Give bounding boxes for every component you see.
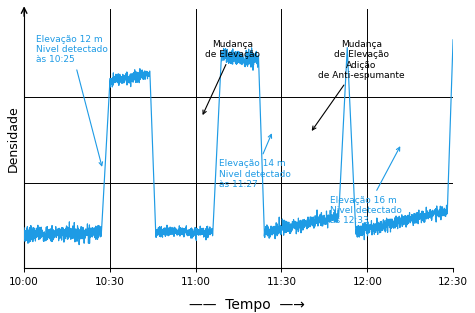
Y-axis label: Densidade: Densidade (7, 105, 20, 172)
Text: Mudança
de Elevação: Mudança de Elevação (203, 40, 260, 114)
Text: Elevação 16 m
Nivel detectado
às 12:33: Elevação 16 m Nivel detectado às 12:33 (330, 147, 402, 225)
Text: Mudança
de Elevação
Adição
de Anti-espumante: Mudança de Elevação Adição de Anti-espum… (313, 40, 405, 130)
Text: ——  Tempo  —→: —— Tempo —→ (189, 298, 305, 312)
Text: Elevação 12 m
Nivel detectado
às 10:25: Elevação 12 m Nivel detectado às 10:25 (36, 35, 107, 166)
Text: Elevação 14 m
Nivel detectado
às 11:27: Elevação 14 m Nivel detectado às 11:27 (218, 134, 290, 189)
